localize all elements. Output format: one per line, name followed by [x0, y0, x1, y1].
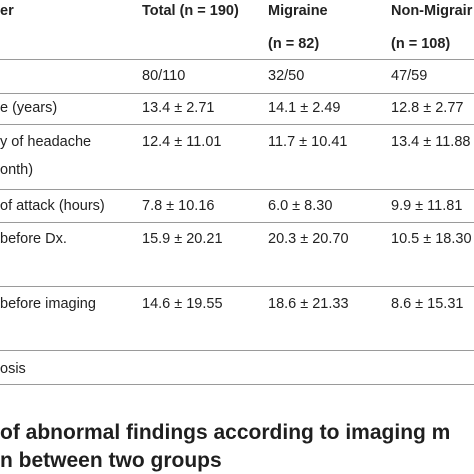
row-4-label: of attack (hours): [0, 198, 105, 214]
row-2-total: 13.4 ± 2.71: [142, 100, 215, 116]
row-divider: [0, 124, 474, 125]
header-migraine-n: (n = 82): [268, 36, 320, 52]
row-divider: [0, 93, 474, 94]
row-6-label: before imaging: [0, 296, 96, 312]
header-divider: [0, 59, 474, 60]
caption-line-1: of abnormal findings according to imagin…: [0, 421, 451, 444]
row-2-label: e (years): [0, 100, 58, 116]
row-5-label: before Dx.: [0, 231, 67, 247]
row-divider: [0, 222, 474, 223]
row-4-migraine: 6.0 ± 8.30: [268, 198, 333, 214]
row-1-total: 80/110: [142, 68, 186, 84]
row-5-migraine: 20.3 ± 20.70: [268, 231, 349, 247]
row-3-total: 12.4 ± 11.01: [142, 134, 222, 150]
row-3-migraine: 11.7 ± 10.41: [268, 134, 348, 150]
table-bottom-rule: [0, 384, 474, 385]
row-4-total: 7.8 ± 10.16: [142, 198, 215, 214]
caption-line-2: n between two groups: [0, 449, 222, 472]
header-parameter: er: [0, 3, 14, 19]
row-6-total: 14.6 ± 19.55: [142, 296, 223, 312]
row-5-nonmigraine: 10.5 ± 18.30: [391, 231, 472, 247]
row-divider: [0, 350, 474, 351]
row-6-migraine: 18.6 ± 21.33: [268, 296, 349, 312]
header-total: Total (n = 190): [142, 3, 239, 19]
row-3-label: y of headache: [0, 134, 92, 150]
row-5-total: 15.9 ± 20.21: [142, 231, 223, 247]
row-4-nonmigraine: 9.9 ± 11.81: [391, 198, 463, 214]
row-divider: [0, 189, 474, 190]
row-divider: [0, 286, 474, 287]
header-migraine: Migraine: [268, 3, 328, 19]
header-nonmigraine-n: (n = 108): [391, 36, 451, 52]
row-1-nonmigraine: 47/59: [391, 68, 428, 84]
header-nonmigraine: Non-Migrair: [391, 3, 473, 19]
row-2-nonmigraine: 12.8 ± 2.77: [391, 100, 464, 116]
row-2-migraine: 14.1 ± 2.49: [268, 100, 341, 116]
row-3-label-cont: onth): [0, 162, 34, 178]
row-1-migraine: 32/50: [268, 68, 305, 84]
footnote-label: osis: [0, 361, 26, 377]
row-3-nonmigraine: 13.4 ± 11.88: [391, 134, 471, 150]
row-6-nonmigraine: 8.6 ± 15.31: [391, 296, 464, 312]
